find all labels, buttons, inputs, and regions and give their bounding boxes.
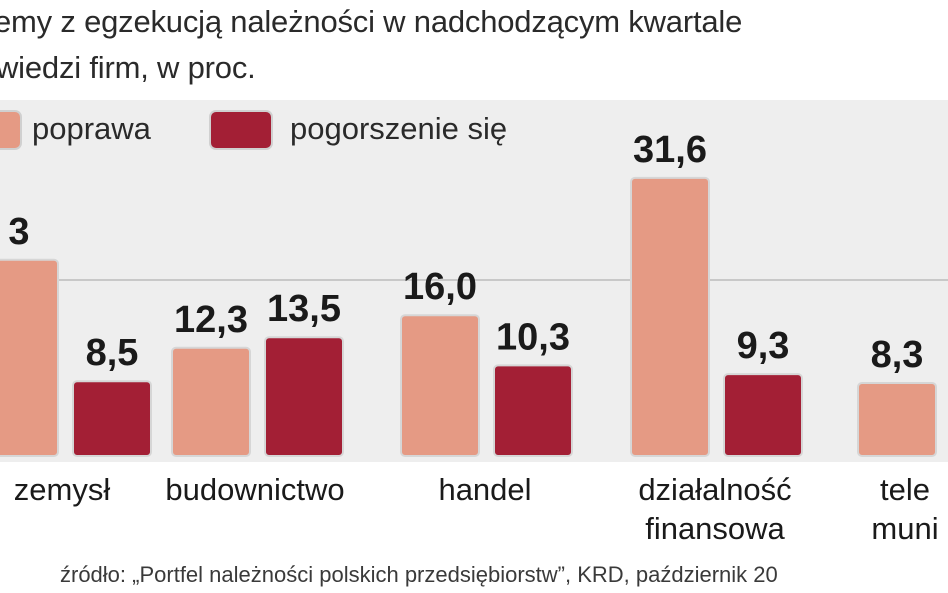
data-label-poprawa-1: 12,3	[174, 299, 248, 341]
bar-poprawa-0	[0, 258, 59, 457]
chart-title-line-2: wiedzi firm, w proc.	[0, 50, 256, 85]
legend-label-poprawa: poprawa	[32, 111, 151, 146]
category-label-3-0: działalność	[638, 472, 791, 507]
chart-title-line-1: emy z egzekucją należności w nadchodzący…	[0, 4, 743, 39]
category-label-3-1: finansowa	[645, 511, 785, 546]
source-note: źródło: „Portfel należności polskich prz…	[60, 562, 778, 587]
data-label-pogorszenie-3: 9,3	[737, 325, 790, 367]
category-label-4-0: tele	[880, 472, 930, 507]
bar-pogorszenie-3	[723, 373, 803, 457]
category-label-2-0: handel	[438, 472, 531, 507]
legend-swatch-pogorszenie	[211, 112, 271, 148]
data-label-poprawa-3: 31,6	[633, 129, 707, 171]
bar-pogorszenie-2	[493, 364, 573, 457]
legend-label-pogorszenie: pogorszenie się	[290, 111, 508, 146]
category-label-1-0: budownictwo	[165, 472, 344, 507]
bar-poprawa-4	[857, 381, 937, 457]
bar-poprawa-1	[171, 346, 251, 458]
category-label-4-1: muni	[871, 511, 938, 546]
data-label-pogorszenie-0: 8,5	[86, 332, 139, 374]
data-label-pogorszenie-2: 10,3	[496, 316, 570, 358]
category-label-0-0: zemysł	[14, 472, 111, 507]
legend-swatch-poprawa	[0, 112, 20, 148]
bar-poprawa-3	[630, 176, 710, 457]
data-label-poprawa-4: 8,3	[871, 334, 924, 376]
data-label-poprawa-0: 3	[8, 211, 29, 253]
data-label-pogorszenie-1: 13,5	[267, 288, 341, 330]
bar-pogorszenie-0	[72, 380, 152, 458]
bar-poprawa-2	[400, 314, 480, 458]
bar-pogorszenie-1	[264, 336, 344, 458]
data-label-poprawa-2: 16,0	[403, 266, 477, 308]
